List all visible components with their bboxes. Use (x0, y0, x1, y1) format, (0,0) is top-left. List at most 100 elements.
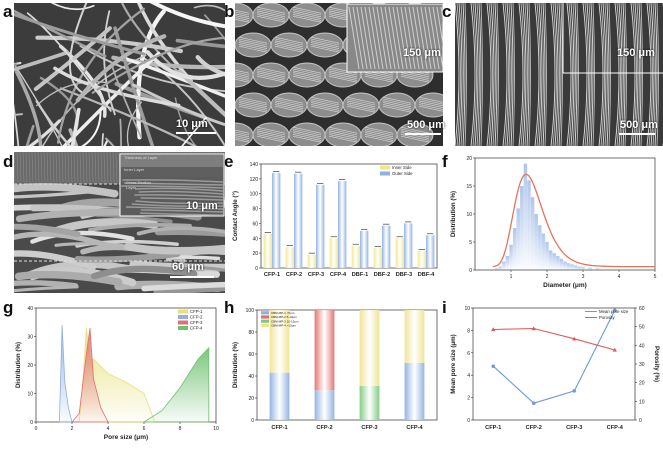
yarn-filament (256, 70, 286, 78)
legend-swatch (261, 319, 269, 323)
x-tick-label: CFP-4 (330, 272, 347, 278)
yarn-filament (328, 126, 358, 134)
yarn-filament (292, 14, 322, 21)
y-tick-label: 6 (467, 351, 470, 357)
vertical-filament (534, 3, 540, 146)
vertical-filament (638, 3, 642, 146)
y2-tick-label: 20 (639, 381, 645, 387)
fiber (62, 51, 161, 146)
fiber (14, 103, 20, 146)
bar-outer-side (316, 184, 325, 268)
y-tick-label: 0 (467, 418, 470, 424)
inset-scale-label-d: 10 μm (186, 200, 218, 212)
fiber (119, 118, 122, 146)
histogram-bar (588, 267, 592, 270)
histogram-bar (556, 256, 560, 270)
top-layer-texture (22, 152, 25, 183)
yarn-filament (382, 100, 412, 108)
yarn-filament (256, 135, 286, 143)
scale-label-a: 10 μm (176, 118, 208, 130)
y-tick-label: 80 (248, 330, 254, 336)
vertical-filament (478, 3, 482, 146)
yarn-filament (235, 18, 250, 23)
bar-outer-side (294, 173, 303, 268)
fiber (181, 116, 207, 146)
yarn-filament (238, 102, 268, 109)
vertical-filament (586, 3, 591, 146)
vertical-filament (460, 3, 464, 146)
bar-inner-side (263, 233, 272, 268)
y-tick-label: 0 (30, 420, 33, 426)
vertical-filament (620, 3, 624, 146)
fiber (149, 3, 225, 29)
x-tick-label: CFP-4 (406, 425, 423, 431)
fiber (103, 10, 116, 116)
vertical-filament (650, 3, 655, 146)
panel-b: b 150 μm 500 μm (224, 0, 445, 146)
cross-section-fiber (153, 283, 225, 293)
panel-label-d: d (3, 152, 14, 171)
top-layer-texture (109, 152, 112, 183)
fiber (26, 12, 112, 112)
y-tick-label: 20 (466, 156, 472, 162)
bar-inner-side (417, 250, 426, 268)
vertical-filament (544, 3, 547, 146)
yarn-filament (310, 96, 340, 104)
yarn-filament (400, 134, 430, 141)
fiber (145, 50, 225, 80)
yarn-filament (346, 104, 376, 111)
vertical-filament (474, 3, 479, 146)
histogram-bar (523, 163, 528, 270)
yarn-filament (310, 105, 340, 113)
bar-outer-side (404, 223, 413, 268)
legend-swatch (380, 165, 390, 170)
yarn-filament (235, 131, 250, 136)
fiber (53, 66, 181, 108)
cross-section-fiber (90, 265, 198, 280)
vertical-filament (646, 3, 652, 146)
y-tick-label: 2 (467, 396, 470, 402)
x-tick-label: 8 (179, 426, 182, 432)
yarn-filament (292, 135, 322, 143)
vertical-filament (630, 3, 636, 146)
fit-curve (492, 173, 655, 268)
vertical-filament (524, 3, 528, 146)
plot-frame (256, 309, 438, 421)
yarn-filament (256, 74, 286, 81)
yarn-filament (235, 11, 250, 16)
y-tick-label: 8 (467, 328, 470, 334)
yarn-filament (310, 98, 340, 106)
legend-label: CBM-MP-4 >15μm (271, 324, 296, 328)
top-layer-texture (46, 152, 49, 183)
yarn-filament (418, 102, 443, 109)
top-layer-texture (25, 152, 28, 183)
yarn-filament (256, 134, 286, 141)
x-tick-label: 6 (143, 426, 146, 432)
yarn-filament (292, 130, 322, 138)
scale-label-b: 500 μm (407, 119, 445, 131)
y2-tick-label: 10 (639, 399, 645, 405)
x-tick-label: 2 (546, 274, 549, 280)
yarn-filament (292, 132, 322, 139)
legend-swatch (261, 315, 269, 319)
fiber (203, 14, 225, 41)
yarn-filament (364, 128, 394, 136)
vertical-filament (554, 3, 559, 146)
vertical-filament (656, 3, 659, 146)
y-axis-label: Mean pore size (μm) (450, 334, 457, 394)
yarn-filament (292, 128, 322, 136)
cross-section-fiber (14, 270, 123, 286)
yarn-filament (364, 130, 394, 138)
inset-fiber (140, 212, 224, 216)
yarn-filament (292, 12, 322, 19)
yarn-filament (292, 66, 322, 74)
yarn-filament (274, 98, 304, 106)
fiber (14, 50, 70, 72)
fiber (59, 87, 198, 146)
data-point (491, 364, 496, 369)
scale-label-d: 60 μm (172, 261, 204, 273)
vertical-filament (496, 3, 499, 146)
inset-filament (348, 6, 360, 70)
yarn-filament (256, 128, 286, 136)
cross-section-fiber (14, 285, 79, 293)
